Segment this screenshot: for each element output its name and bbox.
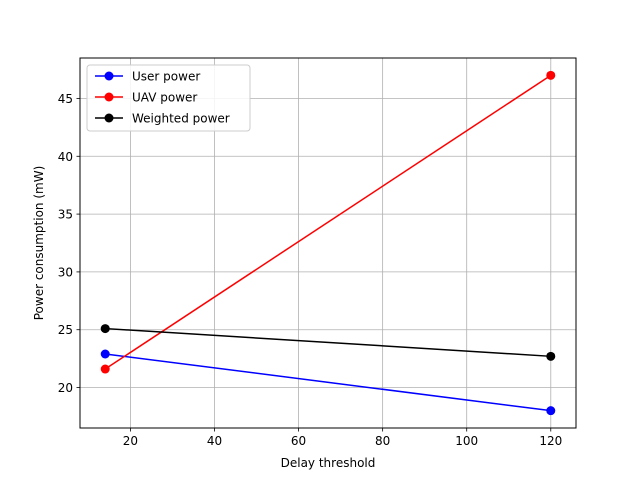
legend-marker xyxy=(104,71,114,81)
y-tick-label: 25 xyxy=(58,323,73,337)
legend-box xyxy=(86,64,251,132)
x-tick-label: 120 xyxy=(539,434,562,448)
x-axis-ticks: 20 40 60 80 100 120 xyxy=(123,428,562,448)
legend-label: UAV power xyxy=(132,91,197,105)
legend-label: User power xyxy=(132,70,200,84)
x-tick-label: 100 xyxy=(455,434,478,448)
y-tick-label: 30 xyxy=(58,265,73,279)
legend: User power UAV power Weighted power xyxy=(86,64,251,132)
y-tick-label: 35 xyxy=(58,208,73,222)
x-tick-label: 20 xyxy=(123,434,138,448)
data-point xyxy=(546,70,556,80)
y-tick-label: 20 xyxy=(58,381,73,395)
legend-label: Weighted power xyxy=(132,112,230,126)
series-line-0 xyxy=(105,353,551,412)
data-point xyxy=(100,349,110,359)
x-tick-label: 60 xyxy=(291,434,306,448)
y-axis-ticks: 20 25 30 35 40 45 xyxy=(58,92,80,395)
data-point xyxy=(100,324,110,334)
y-tick-label: 45 xyxy=(58,92,73,106)
plot-frame xyxy=(79,57,577,429)
y-axis-label: Power consumption (mW) xyxy=(32,166,46,321)
series-line-2 xyxy=(105,327,551,358)
x-axis-label: Delay threshold xyxy=(281,456,376,470)
series-layer xyxy=(100,70,556,416)
y-tick-label: 40 xyxy=(58,150,73,164)
legend-marker xyxy=(104,92,114,102)
data-point xyxy=(546,406,556,416)
data-point xyxy=(100,364,110,374)
data-point xyxy=(546,351,556,361)
x-tick-label: 80 xyxy=(375,434,390,448)
series-line-1 xyxy=(104,74,552,370)
x-tick-label: 40 xyxy=(207,434,222,448)
legend-marker xyxy=(104,113,114,123)
